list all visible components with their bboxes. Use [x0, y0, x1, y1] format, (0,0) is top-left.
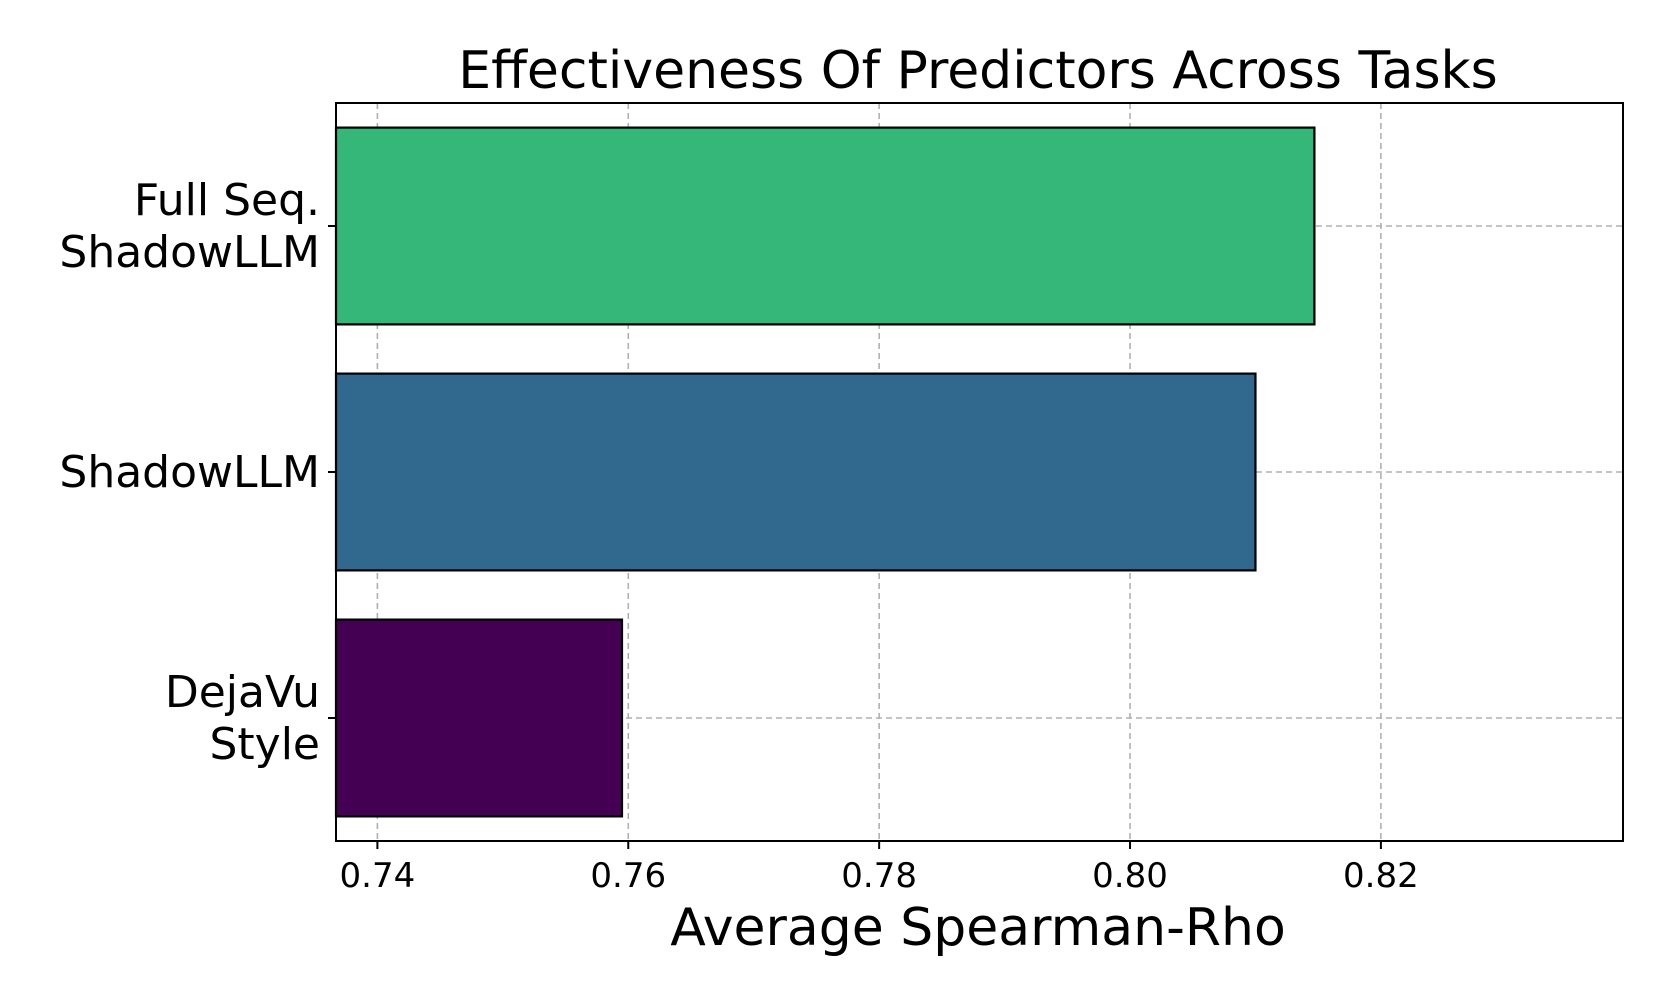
x-tick-label: 0.82: [1343, 856, 1419, 896]
y-tick-label-line: DejaVu: [165, 667, 320, 718]
bar: [334, 126, 1316, 326]
x-tick-label: 0.74: [340, 856, 416, 896]
x-tick-label: 0.78: [841, 856, 917, 896]
y-tick-label: DejaVu Style: [165, 667, 320, 770]
y-tick-label-line: Style: [209, 719, 320, 770]
y-tick-label: Full Seq. ShadowLLM: [59, 175, 320, 278]
x-tick-label: 0.76: [590, 856, 666, 896]
x-axis-label: Average Spearman-Rho: [670, 898, 1286, 958]
y-tick-label: ShadowLLM: [59, 447, 320, 498]
chart-title: Effectiveness Of Predictors Across Tasks: [458, 41, 1498, 101]
bar: [334, 372, 1257, 572]
x-tick-label: 0.80: [1092, 856, 1168, 896]
y-tick-label-line: Full Seq.: [134, 175, 320, 226]
bar: [334, 618, 624, 818]
bars: [334, 126, 1316, 818]
y-tick-label-line: ShadowLLM: [59, 227, 320, 278]
y-tick-label-line: ShadowLLM: [59, 447, 320, 498]
ticks: 0.74 0.76 0.78 0.80 0.82 DejaVu Style ShadowLLM…: [59, 175, 1418, 896]
